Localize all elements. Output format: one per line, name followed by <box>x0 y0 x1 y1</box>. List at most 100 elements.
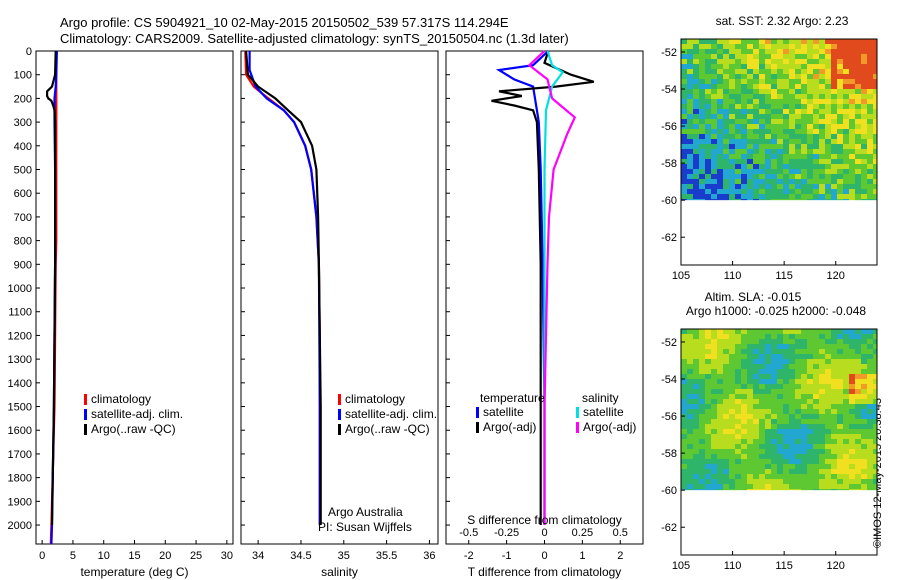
legend-swatch <box>476 422 479 433</box>
legend-label: Argo(-adj) <box>483 420 536 434</box>
top-tick-label: -0.5 <box>459 527 478 539</box>
map-lat-label: -56 <box>661 411 677 423</box>
header-line-1: Argo profile: CS 5904921_10 02-May-2015 … <box>60 15 509 30</box>
x-tick-label: 20 <box>159 550 171 562</box>
x-tick-label: 30 <box>221 550 233 562</box>
top-tick-label: 0.5 <box>613 527 628 539</box>
series-line-2 <box>491 50 595 525</box>
top-tick-label: 0 <box>541 527 547 539</box>
map-lat-label: -58 <box>661 448 677 460</box>
legend-label: climatology <box>91 392 151 406</box>
depth-tick-label: 1800 <box>8 473 32 485</box>
map-lat-label: -62 <box>661 232 677 244</box>
sla-map-subtitle: Argo h1000: -0.025 h2000: -0.048 <box>686 304 866 318</box>
x-axis-label: T difference from climatology <box>468 565 622 579</box>
depth-tick-label: 1300 <box>8 354 32 366</box>
panel-frame <box>35 50 234 545</box>
legend-label: Argo(..raw -QC) <box>345 422 430 436</box>
series-line-3 <box>45 50 57 526</box>
legend-swatch <box>338 424 341 435</box>
legend-swatch <box>84 409 87 420</box>
depth-tick-label: 1500 <box>8 402 32 414</box>
x-tick-label: 1 <box>579 550 585 562</box>
depth-tick-label: 1400 <box>8 378 32 390</box>
profile-panel-3: -2 -1 0 1 2 T difference from climatology -0.5… <box>445 50 644 579</box>
x-tick-label: 34.5 <box>290 550 311 562</box>
legend-label: satellite <box>483 405 524 419</box>
depth-tick-label: 1200 <box>8 330 32 342</box>
legend-label: satellite <box>583 405 624 419</box>
map-lon-label: 120 <box>827 270 845 282</box>
profile-panel-2: 34 34.5 35 35.5 36 salinity <box>240 50 439 579</box>
sla-map: -52 -54 -56 -58 -60 -62 105 110 115 120 <box>661 328 878 572</box>
legend-swatch <box>576 407 579 418</box>
map-lon-label: 105 <box>672 560 690 572</box>
depth-tick-label: 1000 <box>8 283 32 295</box>
legend-swatch <box>338 394 341 405</box>
profile-panel-1: 0100200300400500600700800900100011001200… <box>8 46 234 579</box>
depth-tick-label: 2000 <box>8 520 32 532</box>
depth-tick-label: 1900 <box>8 496 32 508</box>
map-lon-label: 110 <box>724 560 742 572</box>
legend-swatch <box>84 424 87 435</box>
legend-label: Argo(-adj) <box>583 420 636 434</box>
map-lat-label: -52 <box>661 47 677 59</box>
depth-tick-label: 0 <box>26 46 32 58</box>
depth-tick-label: 600 <box>14 188 32 200</box>
sst-map: -52 -54 -56 -58 -60 -62 105 110 115 120 <box>661 38 878 282</box>
series-line-2 <box>248 51 321 525</box>
x-tick-label: 35.5 <box>376 550 397 562</box>
map-lat-label: -54 <box>661 84 677 96</box>
series-line-1 <box>495 50 550 525</box>
depth-tick-label: 1600 <box>8 425 32 437</box>
depth-tick-label: 200 <box>14 93 32 105</box>
map-lat-label: -54 <box>661 374 677 386</box>
depth-tick-label: 1100 <box>8 307 32 319</box>
map-lat-label: -60 <box>661 195 677 207</box>
depth-tick-label: 1700 <box>8 449 32 461</box>
legend-label: Argo(..raw -QC) <box>91 422 176 436</box>
legend-head-temperature: temperature <box>480 391 545 405</box>
legend-head-salinity: salinity <box>582 391 619 405</box>
top-axis-label: S difference from climatology <box>467 513 622 527</box>
x-tick-label: -1 <box>502 550 512 562</box>
legend-label: satellite-adj. clim. <box>345 407 437 421</box>
depth-tick-label: 800 <box>14 236 32 248</box>
legend-swatch <box>84 394 87 405</box>
map-lat-label: -52 <box>661 337 677 349</box>
series-line-1 <box>244 50 321 525</box>
map-lat-label: -62 <box>661 522 677 534</box>
depth-tick-label: 300 <box>14 117 32 129</box>
panel-frame <box>240 50 439 545</box>
depth-tick-label: 700 <box>14 212 32 224</box>
legend-label: climatology <box>345 392 405 406</box>
x-tick-label: 25 <box>190 550 202 562</box>
sla-field <box>681 329 877 494</box>
header-line-2: Climatology: CARS2009. Satellite-adjuste… <box>60 31 569 46</box>
x-axis-label: salinity <box>321 565 358 579</box>
series-line-4 <box>527 50 577 525</box>
legend-swatch <box>576 422 579 433</box>
map-lat-label: -58 <box>661 158 677 170</box>
x-tick-label: 34 <box>252 550 264 562</box>
legend-swatch <box>476 407 479 418</box>
depth-tick-label: 500 <box>14 165 32 177</box>
top-tick-label: 0.25 <box>572 527 593 539</box>
map-lon-label: 120 <box>827 560 845 572</box>
x-tick-label: -2 <box>464 550 474 562</box>
credit-org: Argo Australia <box>328 505 403 519</box>
x-axis-label: temperature (deg C) <box>80 565 188 579</box>
map-lat-label: -56 <box>661 121 677 133</box>
series-line-3 <box>245 50 322 525</box>
depth-tick-label: 100 <box>14 70 32 82</box>
map-lon-label: 115 <box>775 270 793 282</box>
depth-tick-label: 900 <box>14 259 32 271</box>
map-lon-label: 105 <box>672 270 690 282</box>
x-tick-label: 35 <box>338 550 350 562</box>
sst-map-title: sat. SST: 2.32 Argo: 2.23 <box>716 14 849 28</box>
credit-pi: PI: Susan Wijffels <box>318 520 412 534</box>
x-tick-label: 15 <box>128 550 140 562</box>
x-tick-label: 2 <box>617 550 623 562</box>
map-lon-label: 110 <box>724 270 742 282</box>
